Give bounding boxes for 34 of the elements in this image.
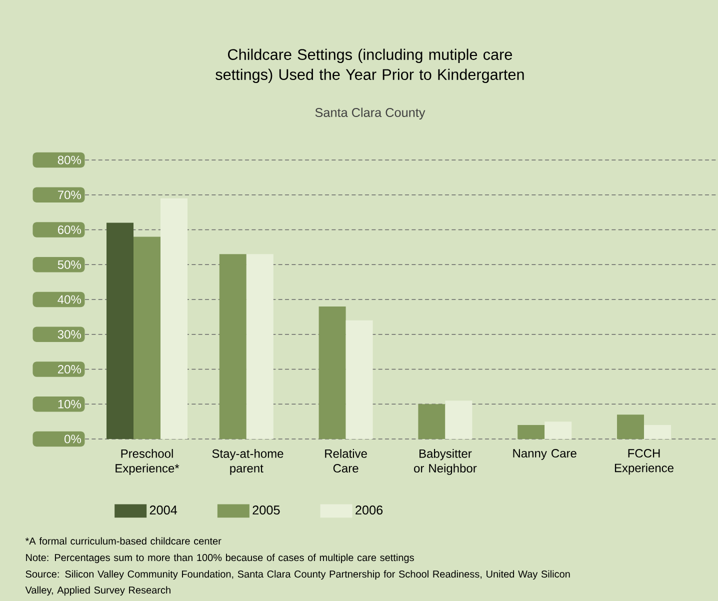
x-tick-label: Relative Care — [325, 449, 367, 473]
text: *A formal curriculum-based childcare center — [25, 537, 222, 545]
x-tick-label: FCCH Experience — [614, 449, 674, 475]
y-tick-label: 80% — [58, 156, 81, 164]
legend-label: 2004 — [150, 506, 178, 515]
source-note: Source: Silicon Valley Community Foundation, Santa Clara County Partnership for School Readiness, United Way Silicon Valley, Applied Survey Research — [25, 570, 570, 596]
y-tick-label: 0% — [64, 434, 81, 444]
bar — [644, 425, 672, 439]
bar — [544, 422, 572, 439]
text: Note: Percentages sum to more than 100% because of cases of multiple care settings — [26, 554, 414, 564]
y-tick-label: 50% — [58, 260, 81, 269]
bar — [318, 306, 346, 439]
bar — [445, 400, 472, 439]
x-tick-label: Babysitter or Neighbor — [414, 449, 477, 475]
bar — [518, 425, 545, 439]
y-tick-label: 30% — [58, 330, 81, 339]
x-tick-label: Nanny Care — [513, 449, 576, 460]
y-tick-label: 20% — [58, 365, 81, 374]
legend-label: 2006 — [356, 506, 383, 515]
x-tick-label: Stay-at-home parent — [212, 449, 284, 475]
bar — [106, 222, 134, 439]
bar — [617, 414, 644, 439]
chart-title: Childcare Settings (including mutiple care settings) Used the Year Prior to Kindergarten — [216, 48, 524, 83]
bar — [418, 404, 446, 439]
bar — [346, 320, 373, 439]
bar — [219, 254, 246, 439]
y-tick-label: 70% — [58, 190, 81, 200]
chart-subtitle: Santa Clara County — [315, 108, 426, 120]
y-tick-label: 40% — [58, 295, 81, 304]
x-tick-label: Preschool Experience* — [116, 449, 180, 475]
y-tick-label: 60% — [58, 226, 81, 234]
bar — [246, 254, 274, 439]
y-tick-label: 10% — [58, 400, 81, 408]
legend-label: 2005 — [252, 506, 280, 515]
